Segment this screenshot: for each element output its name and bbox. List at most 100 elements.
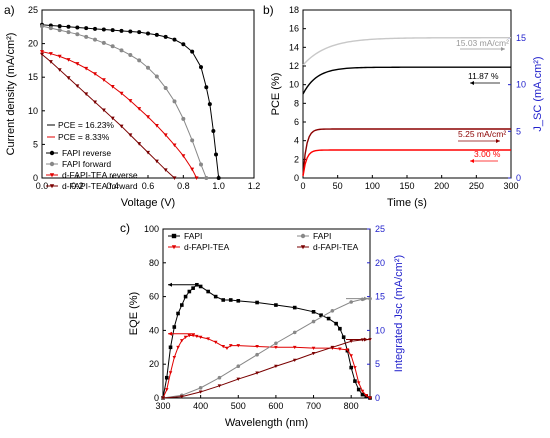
y-tick-label: 10 [28, 106, 38, 116]
data-point [191, 286, 195, 290]
data-point [311, 319, 316, 324]
data-point [181, 116, 186, 121]
y-axis-label: PCE (%) [270, 73, 282, 116]
legend-marker [49, 184, 55, 189]
data-point [190, 167, 195, 172]
x-tick-label: 700 [306, 401, 321, 411]
data-point [292, 345, 297, 350]
data-point [180, 303, 184, 307]
legend-item: d-FAPI-TEA [168, 242, 230, 252]
data-point [199, 65, 203, 70]
data-point [101, 40, 106, 45]
annotation-arrowhead [496, 139, 500, 143]
y-tick-label: 15 [28, 72, 38, 82]
x-axis-label: Voltage (V) [121, 197, 175, 209]
x-tick-label: 800 [344, 401, 359, 411]
data-point [128, 53, 133, 58]
series-line [162, 284, 371, 399]
data-point [183, 335, 188, 339]
data-point [110, 28, 115, 33]
x-tick-label: 0.2 [71, 181, 84, 191]
series-line-2 [302, 128, 511, 176]
x-tick-label: 300 [503, 181, 518, 191]
data-point [180, 395, 184, 399]
x-tick-label: 100 [365, 181, 380, 191]
data-point [364, 394, 369, 398]
data-point [198, 335, 203, 339]
data-point [353, 379, 357, 383]
data-point [163, 34, 168, 39]
panel-label: a) [4, 3, 15, 17]
data-point [163, 168, 168, 172]
data-point [119, 48, 124, 53]
annotation-text: 5.25 mA/cm² [458, 129, 506, 139]
data-point [75, 84, 80, 88]
data-point [57, 54, 62, 59]
data-point [75, 32, 80, 37]
data-point [360, 389, 365, 394]
data-point [221, 345, 226, 349]
legend-marker [300, 233, 306, 239]
legend-marker [49, 173, 55, 178]
data-point [338, 326, 342, 331]
data-point [190, 138, 195, 143]
data-point [236, 377, 241, 381]
y-tick-label: 2 [294, 154, 299, 164]
data-point [48, 52, 53, 56]
data-point [311, 346, 316, 350]
x-tick-label: 1.0 [212, 181, 225, 191]
data-point [172, 325, 177, 329]
data-point [228, 298, 233, 302]
data-point [93, 100, 97, 105]
x-tick-label: 200 [434, 181, 449, 191]
x-axis-label: Time (s) [387, 197, 427, 209]
y-tick-label: 16 [289, 24, 299, 34]
panel-c: c) 300 400 500 600 700 800 0 20 40 60 80 100 0 5 10 15 20… [120, 221, 405, 429]
data-point [168, 345, 173, 350]
x-tick-label: 600 [268, 401, 283, 411]
data-point [40, 52, 44, 57]
data-point [198, 284, 203, 289]
y2-tick-label: 15 [375, 292, 385, 302]
data-point [75, 25, 80, 30]
series-1 [161, 334, 372, 400]
legend-label: d-FAPI-TEA [313, 242, 359, 252]
data-point [110, 85, 115, 89]
x-tick-label: 0 [300, 181, 305, 191]
data-point [349, 300, 353, 304]
legend-marker [49, 150, 55, 156]
y-tick-label: 6 [294, 117, 299, 127]
data-point [75, 62, 80, 66]
legend-label: d-FAPI-TEA [184, 242, 230, 252]
data-point [146, 65, 150, 70]
legend-label: FAPI [313, 231, 331, 241]
x-tick-label: 0.4 [106, 181, 119, 191]
data-point [154, 159, 159, 164]
annotation-text: 11.87 % [468, 71, 499, 81]
legend-item: FAPI [168, 231, 202, 241]
data-point [101, 78, 106, 82]
x-tick-label: 0.8 [177, 181, 190, 191]
data-point [119, 91, 124, 96]
legend-marker [49, 161, 55, 167]
data-point [119, 28, 124, 33]
legend-item: FAPI reverse [46, 148, 111, 158]
panel-a: a) 0.0 0.2 0.4 0.6 0.8 1.0 1.2 0 5 10 15 20 25 Voltage… [4, 3, 260, 209]
legend-item: d-FAPI-TEA forward [46, 181, 138, 191]
data-point [137, 30, 142, 35]
x-tick-label: 0.6 [142, 181, 155, 191]
data-point [190, 49, 195, 54]
data-point [146, 115, 150, 119]
y-tick-label: 0 [33, 173, 38, 183]
y2-tick-label: 0 [516, 173, 521, 183]
data-point [330, 345, 335, 350]
data-point [57, 24, 62, 29]
data-point [154, 123, 159, 128]
y2-tick-label: 5 [516, 126, 521, 136]
data-point [187, 289, 192, 294]
x-tick-label: 500 [231, 401, 246, 411]
data-point [110, 116, 115, 121]
data-point [154, 74, 159, 79]
data-point [199, 162, 203, 167]
data-point [356, 381, 361, 385]
